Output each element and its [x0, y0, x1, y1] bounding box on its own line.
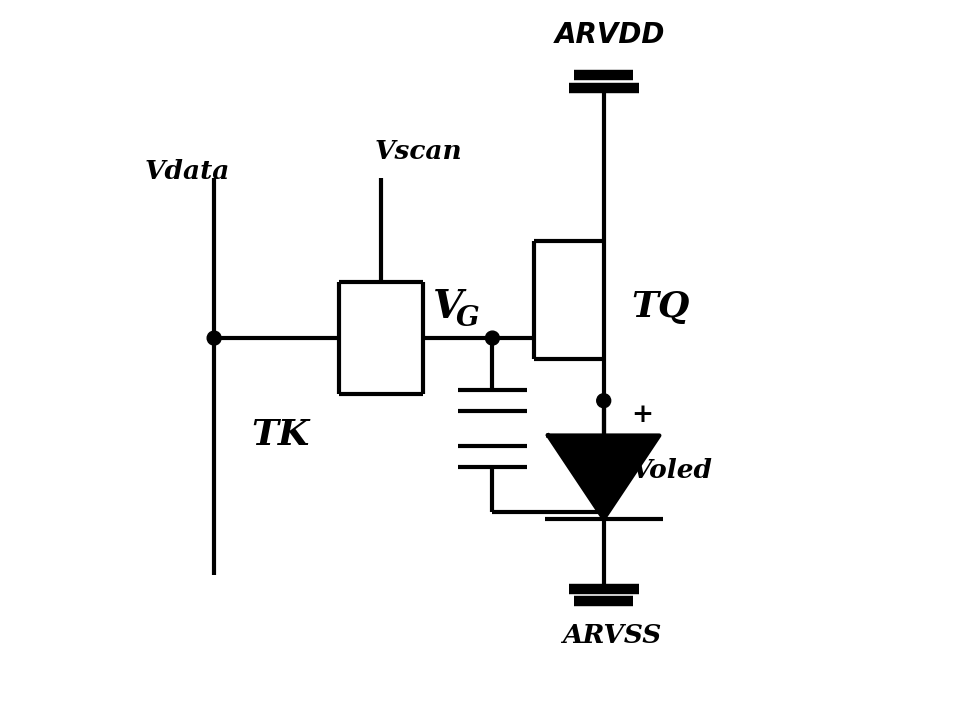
Text: Vscan: Vscan — [374, 139, 462, 164]
Text: +: + — [632, 402, 654, 427]
Text: ARVDD: ARVDD — [555, 21, 665, 49]
Polygon shape — [548, 436, 659, 519]
Text: TQ: TQ — [632, 290, 690, 324]
Text: Vdata: Vdata — [145, 158, 230, 184]
Text: G: G — [456, 305, 480, 332]
Circle shape — [485, 331, 500, 345]
Text: TK: TK — [251, 418, 309, 453]
Text: Voled: Voled — [632, 458, 713, 483]
Circle shape — [207, 331, 221, 345]
Text: V: V — [434, 288, 463, 326]
Circle shape — [597, 394, 611, 408]
Text: ARVSS: ARVSS — [562, 623, 661, 648]
Text: −: − — [574, 577, 597, 603]
